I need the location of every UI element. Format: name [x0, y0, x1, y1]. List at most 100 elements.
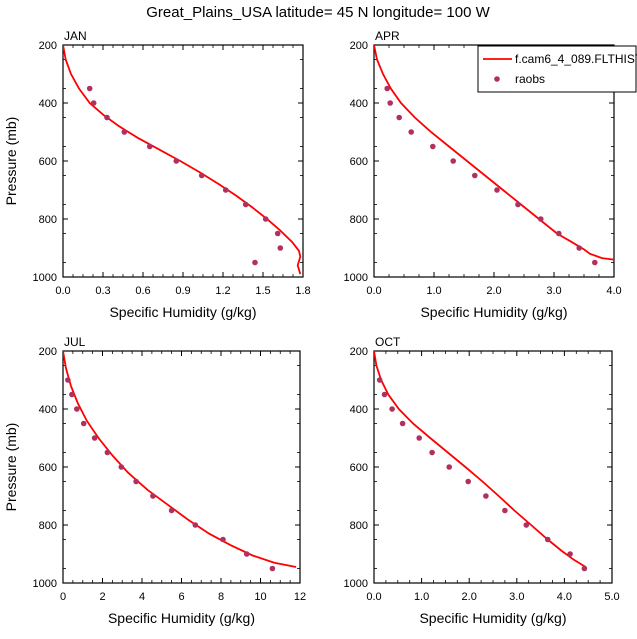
obs-point	[465, 478, 472, 485]
obs-point	[538, 216, 544, 222]
x-tick-label: 0.0	[366, 285, 381, 297]
series-line-model	[63, 45, 302, 275]
obs-point	[381, 391, 388, 398]
legend-point-swatch	[494, 76, 500, 82]
obs-point	[502, 507, 508, 514]
x-tick-label: 6	[178, 591, 184, 603]
obs-point	[515, 201, 521, 208]
obs-point	[220, 536, 226, 543]
obs-point	[494, 187, 500, 193]
panel-oct: OCT 0.0 1.0 2.0 3.0 4.0 5.0 200 400 600 800 1000 Spe…	[344, 335, 620, 626]
obs-point	[408, 129, 415, 135]
y-tick-label: 200	[350, 346, 368, 358]
series-line-model	[374, 351, 587, 568]
obs-point	[168, 507, 175, 514]
panel-jan: JAN 0.0 0.3 0.6 0.9 1.2 1.5 1.8 200 400 600 800 1000…	[3, 29, 311, 320]
obs-point	[450, 158, 457, 164]
x-tick-label: 1.8	[295, 285, 310, 297]
x-axis-title: Specific Humidity (g/kg)	[108, 610, 255, 626]
panel-label: JUL	[64, 335, 86, 349]
obs-point	[277, 245, 284, 251]
obs-point	[483, 493, 489, 499]
x-tick-label: 0.0	[55, 285, 70, 297]
panel-jul: JUL 0 2 4 6 8 10 12 200 400 600 800 1000 Specific Hum…	[3, 335, 306, 626]
obs-point	[274, 230, 281, 237]
x-tick-label: 10	[254, 591, 266, 603]
obs-point	[376, 377, 383, 383]
obs-point	[242, 201, 249, 208]
y-tick-label: 400	[39, 404, 57, 416]
obs-point	[74, 406, 80, 412]
plot-frame	[62, 44, 304, 278]
y-tick-label: 600	[39, 462, 57, 474]
x-tick-label: 0.9	[175, 285, 190, 297]
x-tick-label: 12	[294, 591, 306, 603]
obs-point	[80, 420, 87, 427]
series-line-model	[374, 45, 614, 261]
obs-point	[567, 551, 573, 557]
x-tick-label: 4	[139, 591, 145, 603]
obs-point	[581, 565, 588, 572]
y-axis-title: Pressure (mb)	[3, 423, 19, 512]
y-tick-label: 600	[39, 156, 57, 168]
y-axis-title: Pressure (mb)	[3, 117, 19, 206]
panel-label: JAN	[64, 29, 87, 43]
x-tick-label: 2.0	[462, 591, 477, 603]
y-tick-label: 1000	[344, 272, 368, 284]
obs-point	[430, 143, 436, 150]
x-tick-label: 1.2	[215, 285, 230, 297]
obs-point	[384, 85, 391, 92]
obs-point	[104, 449, 111, 456]
obs-point	[243, 551, 250, 557]
obs-point	[262, 216, 269, 222]
y-tick-label: 800	[39, 214, 57, 226]
x-tick-label: 0.6	[135, 285, 150, 297]
obs-point	[387, 100, 394, 106]
obs-point	[544, 536, 551, 543]
obs-point	[576, 245, 582, 251]
obs-point	[65, 377, 71, 383]
x-tick-label: 8	[218, 591, 224, 603]
obs-point	[429, 449, 435, 456]
obs-point	[69, 391, 75, 398]
x-tick-label: 4.0	[606, 285, 621, 297]
obs-point	[416, 435, 423, 441]
panel-apr: APR 0.0 1.0 2.0 3.0 4.0 200 400 600 800 1000 Specif…	[344, 29, 622, 320]
y-tick-label: 200	[350, 40, 368, 52]
obs-point	[556, 230, 562, 237]
obs-point	[133, 478, 139, 485]
obs-point	[446, 464, 453, 470]
y-tick-label: 400	[39, 98, 57, 110]
x-axis-title: Specific Humidity (g/kg)	[420, 304, 567, 320]
x-tick-label: 1.5	[255, 285, 270, 297]
obs-point	[472, 172, 478, 179]
x-tick-label: 5.0	[604, 591, 619, 603]
x-tick-label: 3.0	[509, 591, 524, 603]
x-axis-title: Specific Humidity (g/kg)	[109, 304, 256, 320]
obs-point	[121, 129, 128, 135]
x-tick-label: 1.0	[426, 285, 441, 297]
obs-point	[146, 143, 153, 150]
y-tick-label: 400	[350, 404, 368, 416]
y-tick-label: 400	[350, 98, 368, 110]
x-axis-title: Specific Humidity (g/kg)	[419, 610, 566, 626]
legend-box	[477, 45, 637, 93]
y-tick-label: 600	[350, 156, 368, 168]
obs-point	[118, 464, 125, 470]
obs-point	[104, 114, 110, 121]
obs-point	[523, 522, 530, 528]
panel-label: APR	[375, 29, 400, 43]
obs-point	[396, 114, 403, 121]
x-tick-label: 4.0	[557, 591, 572, 603]
y-tick-label: 1000	[33, 578, 57, 590]
obs-point	[192, 522, 199, 528]
y-tick-label: 1000	[33, 272, 57, 284]
x-tick-label: 3.0	[546, 285, 561, 297]
x-tick-label: 0.0	[366, 591, 381, 603]
plot-frame	[62, 350, 301, 584]
obs-point	[389, 406, 395, 412]
obs-point	[252, 259, 258, 266]
x-tick-label: 2	[99, 591, 105, 603]
